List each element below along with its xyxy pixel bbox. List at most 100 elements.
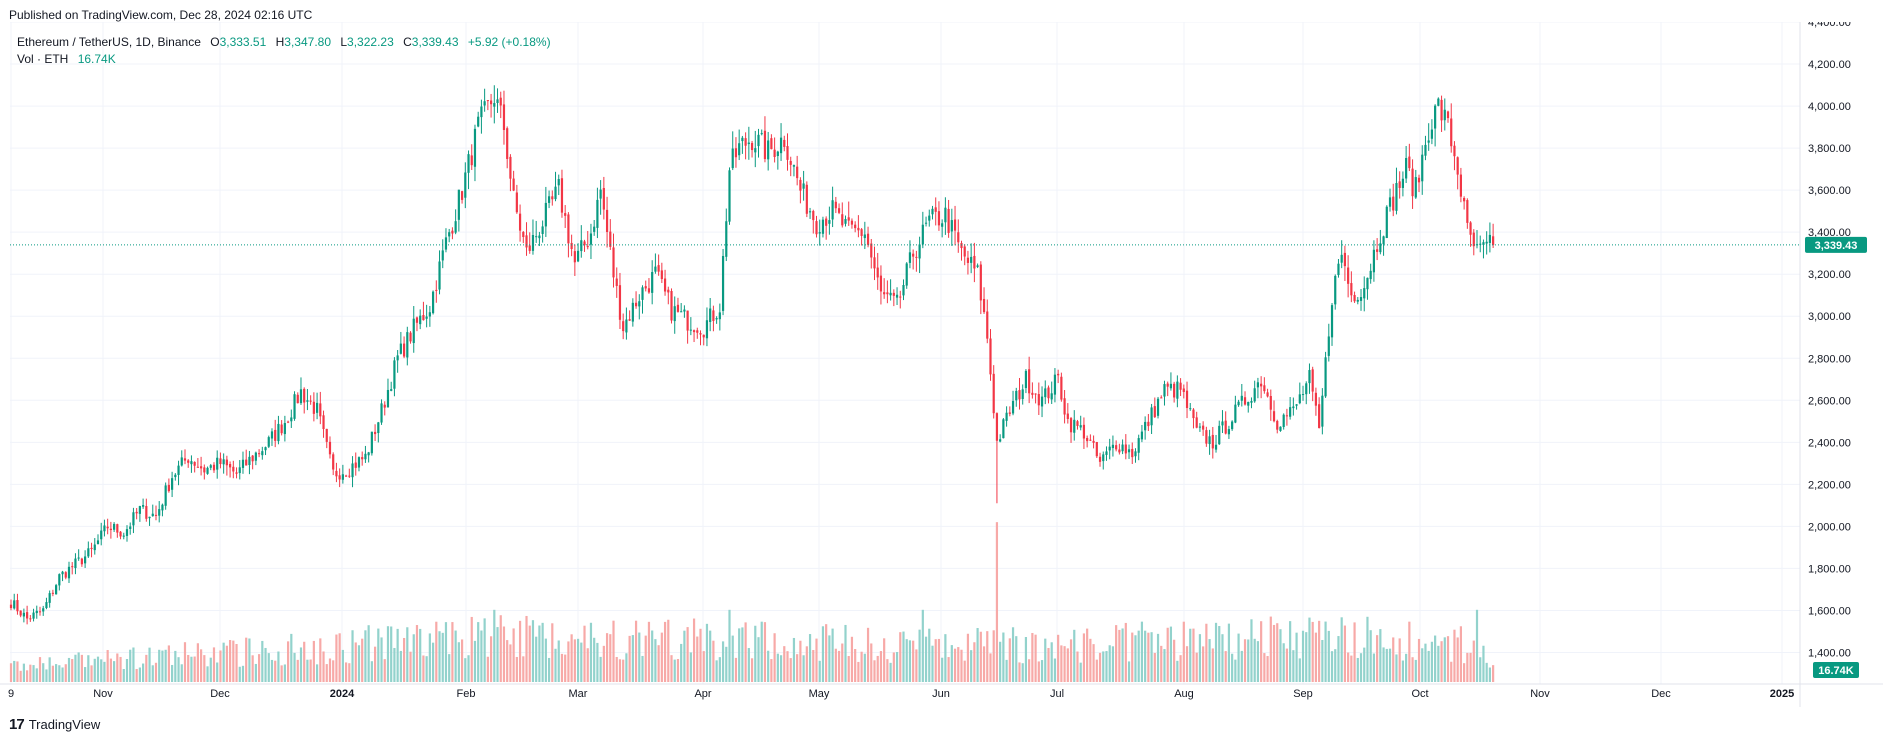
candle-body bbox=[55, 585, 58, 595]
candle-body bbox=[982, 298, 986, 313]
volume-bar bbox=[1266, 656, 1269, 682]
candlestick-chart[interactable]: 1,400.00 1,600.00 1,800.00 2,000.00 2,200.00… bbox=[0, 17, 1883, 707]
volume-bar bbox=[1334, 649, 1337, 682]
candle-body bbox=[1140, 431, 1144, 440]
price-axis[interactable]: 1,400.00 1,600.00 1,800.00 2,000.00 2,200.00… bbox=[1808, 17, 1851, 659]
volume-bar bbox=[129, 649, 132, 682]
candle-body bbox=[712, 310, 715, 321]
volume-bar bbox=[689, 652, 692, 682]
candle-body bbox=[489, 100, 493, 105]
candle-body bbox=[1105, 451, 1108, 455]
candle-body bbox=[1340, 254, 1343, 263]
time-axis[interactable]: 9 Nov Dec 2024 Feb Mar Apr May Jun Jul Aug Sep Oct No… bbox=[8, 688, 1794, 700]
price-tick-label: 3,400.00 bbox=[1808, 227, 1851, 239]
candle-body bbox=[370, 431, 373, 454]
candle-body bbox=[1037, 394, 1040, 406]
volume-bar bbox=[222, 642, 225, 682]
volume-bar bbox=[1247, 639, 1250, 682]
candle-body bbox=[705, 320, 709, 339]
footer-brand[interactable]: 17 TradingView bbox=[9, 716, 100, 733]
volume-bar bbox=[142, 663, 145, 682]
candle-body bbox=[1227, 429, 1231, 435]
volume-bar bbox=[1295, 632, 1298, 682]
volume-bar bbox=[1366, 616, 1369, 682]
volume-bar bbox=[622, 659, 625, 682]
volume-bar bbox=[96, 656, 100, 682]
candle-body bbox=[660, 270, 663, 280]
volume-bar bbox=[203, 655, 206, 682]
candle-body bbox=[493, 103, 496, 107]
candle-body bbox=[915, 256, 918, 258]
volume-bar bbox=[963, 660, 966, 682]
volume-bar bbox=[196, 643, 199, 682]
volume-bar bbox=[857, 661, 860, 682]
volume-bar bbox=[322, 651, 325, 682]
candle-body bbox=[1256, 382, 1260, 388]
volume-bar bbox=[113, 661, 116, 682]
candle-body bbox=[1260, 383, 1263, 387]
candle-body bbox=[35, 610, 38, 614]
volume-bar bbox=[728, 609, 731, 682]
candle-body bbox=[177, 465, 180, 475]
volume-bar bbox=[773, 633, 776, 682]
volume-bar bbox=[1456, 637, 1459, 682]
candle-body bbox=[696, 330, 699, 333]
volume-bar bbox=[683, 630, 686, 682]
candle-body bbox=[267, 437, 270, 447]
volume-bar bbox=[1440, 641, 1443, 682]
candle-body bbox=[67, 566, 71, 579]
volume-bar bbox=[1453, 629, 1456, 682]
candle-body bbox=[1324, 357, 1327, 397]
volume-bar bbox=[625, 653, 628, 682]
volume-bar bbox=[1292, 650, 1295, 682]
candle-body bbox=[454, 221, 457, 233]
volume-bar bbox=[1192, 628, 1195, 682]
volume-bar bbox=[870, 643, 873, 682]
time-tick-label: Jul bbox=[1050, 688, 1064, 700]
volume-bar bbox=[1398, 638, 1401, 682]
candle-body bbox=[1321, 395, 1324, 427]
volume-bar bbox=[1434, 635, 1437, 682]
candle-body bbox=[1002, 419, 1005, 439]
candle-body bbox=[1285, 415, 1289, 417]
volume-bar bbox=[489, 636, 493, 682]
candle-body bbox=[1379, 243, 1382, 253]
volume-bar bbox=[776, 653, 779, 682]
candle-body bbox=[154, 514, 158, 516]
candle-body bbox=[1237, 401, 1240, 406]
candle-body bbox=[1198, 426, 1202, 428]
volume-bar bbox=[721, 641, 725, 682]
volume-bar bbox=[892, 652, 895, 682]
price-tick-label: 1,800.00 bbox=[1808, 563, 1851, 575]
candle-body bbox=[950, 220, 953, 232]
candle-body bbox=[341, 474, 344, 480]
candle-body bbox=[1440, 99, 1443, 121]
volume-bar bbox=[467, 655, 470, 682]
volume-bar bbox=[1388, 648, 1392, 682]
volume-bar bbox=[1069, 639, 1073, 682]
volume-bar bbox=[1459, 626, 1462, 682]
volume-bar bbox=[705, 623, 709, 682]
candle-body bbox=[783, 139, 786, 147]
candle-body bbox=[1456, 157, 1459, 175]
volume-badge: 16.74K bbox=[1813, 662, 1859, 678]
volume-bar bbox=[319, 638, 322, 682]
candle-body bbox=[937, 211, 941, 226]
candle-body bbox=[541, 226, 544, 234]
candle-body bbox=[193, 462, 196, 466]
chart-area[interactable]: 1,400.00 1,600.00 1,800.00 2,000.00 2,200.00… bbox=[0, 17, 1883, 707]
volume-bar bbox=[325, 664, 328, 682]
candle-body bbox=[625, 319, 628, 333]
volume-bar bbox=[1060, 645, 1063, 682]
volume-bar bbox=[631, 635, 634, 682]
close-value: 3,339.43 bbox=[411, 35, 459, 49]
symbol-title[interactable]: Ethereum / TetherUS, 1D, Binance bbox=[17, 35, 201, 49]
volume-bar bbox=[586, 648, 589, 682]
candle-body bbox=[734, 148, 738, 158]
volume-bar bbox=[1466, 652, 1469, 682]
volume-label[interactable]: Vol · ETH bbox=[17, 52, 69, 66]
candle-body bbox=[248, 456, 251, 466]
candle-body bbox=[90, 547, 93, 549]
candle-body bbox=[93, 544, 96, 551]
volume-bar bbox=[399, 650, 402, 682]
